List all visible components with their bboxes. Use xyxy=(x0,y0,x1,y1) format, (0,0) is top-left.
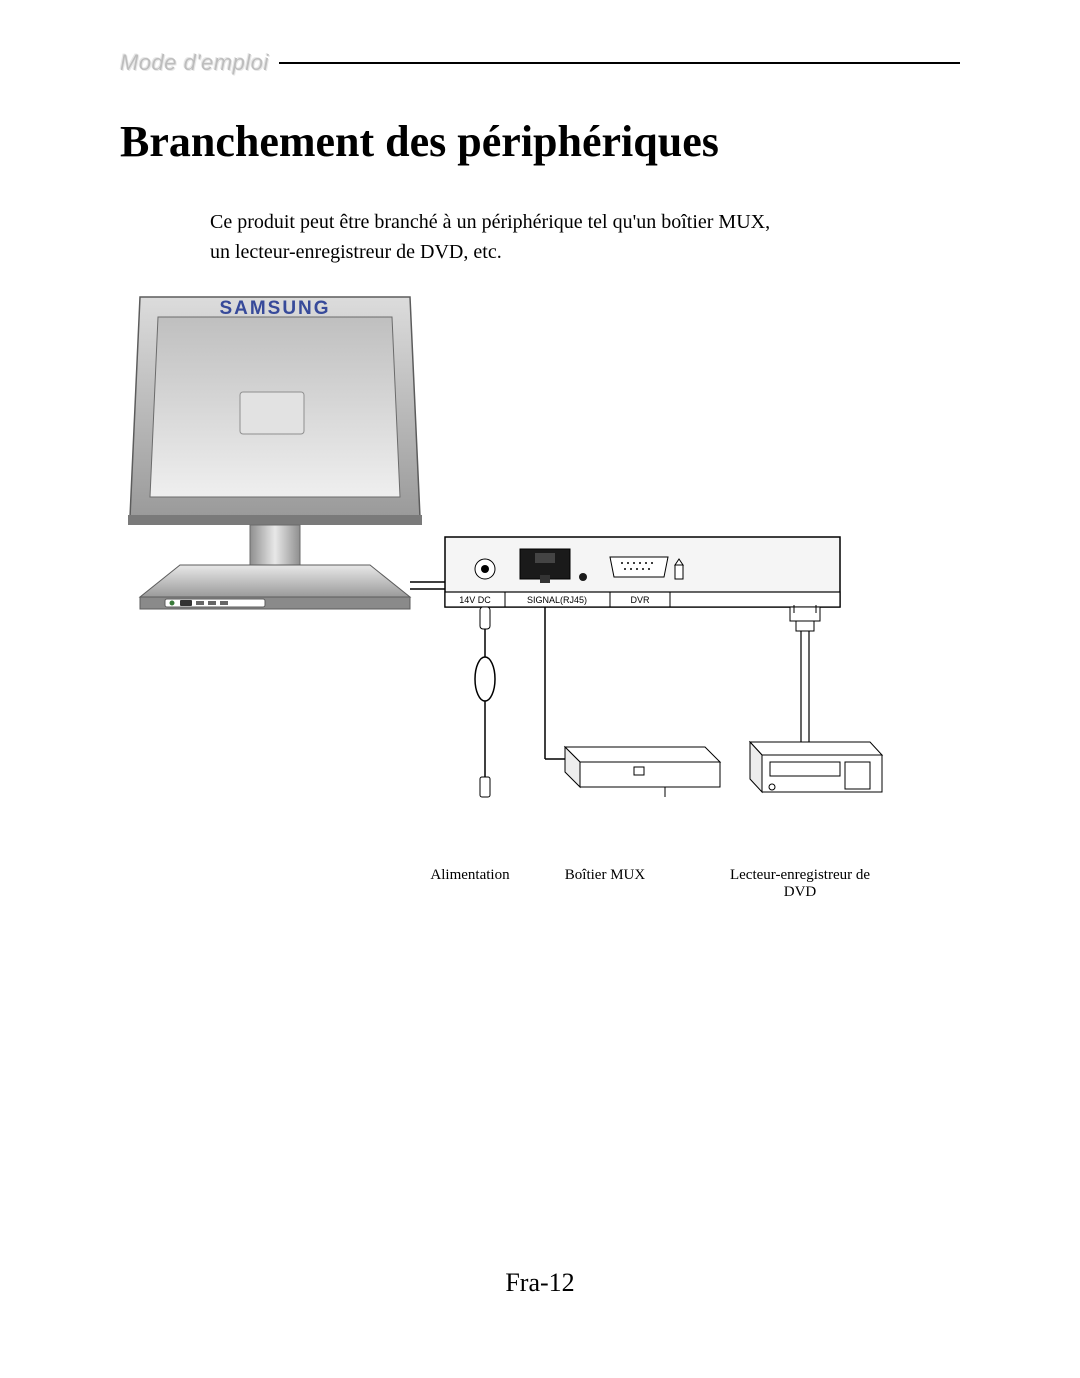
header-row: Mode d'emploi xyxy=(120,50,960,76)
monitor-icon: SAMSUNG xyxy=(128,297,422,609)
port-label-signal: SIGNAL(RJ45) xyxy=(527,595,587,605)
rear-panel-icon: 14V DC SIGNAL(RJ45) DVR xyxy=(445,537,840,607)
mux-cable-icon xyxy=(545,607,720,797)
intro-line-2: un lecteur-enregistreur de DVD, etc. xyxy=(210,241,502,263)
dvr-cable-icon xyxy=(750,605,882,792)
dvd-recorder-icon xyxy=(750,742,882,792)
intro-line-1: Ce produit peut être branché à un périph… xyxy=(210,211,770,233)
manual-page: Mode d'emploi Branchement des périphériq… xyxy=(0,0,1080,1378)
connection-diagram: SAMSUNG xyxy=(110,287,890,867)
caption-mux: Boîtier MUX xyxy=(540,867,670,884)
mux-box-icon xyxy=(565,747,720,797)
power-cable-icon xyxy=(475,607,495,797)
brand-label: SAMSUNG xyxy=(219,298,330,319)
caption-dvd-line2: DVD xyxy=(784,884,817,900)
header-rule xyxy=(279,62,960,64)
port-label-power: 14V DC xyxy=(459,595,491,605)
page-title: Branchement des périphériques xyxy=(120,116,960,167)
page-number: Fra-12 xyxy=(0,1268,1080,1298)
caption-dvd: Lecteur-enregistreur de DVD xyxy=(705,867,895,901)
intro-paragraph: Ce produit peut être branché à un périph… xyxy=(210,207,850,267)
port-label-dvr: DVR xyxy=(630,595,650,605)
diagram-captions: Alimentation Boîtier MUX Lecteur-enregis… xyxy=(110,867,890,907)
diagram-svg: SAMSUNG xyxy=(110,287,890,867)
section-header-label: Mode d'emploi xyxy=(120,50,279,76)
caption-dvd-line1: Lecteur-enregistreur de xyxy=(730,867,870,883)
caption-power: Alimentation xyxy=(410,867,530,884)
